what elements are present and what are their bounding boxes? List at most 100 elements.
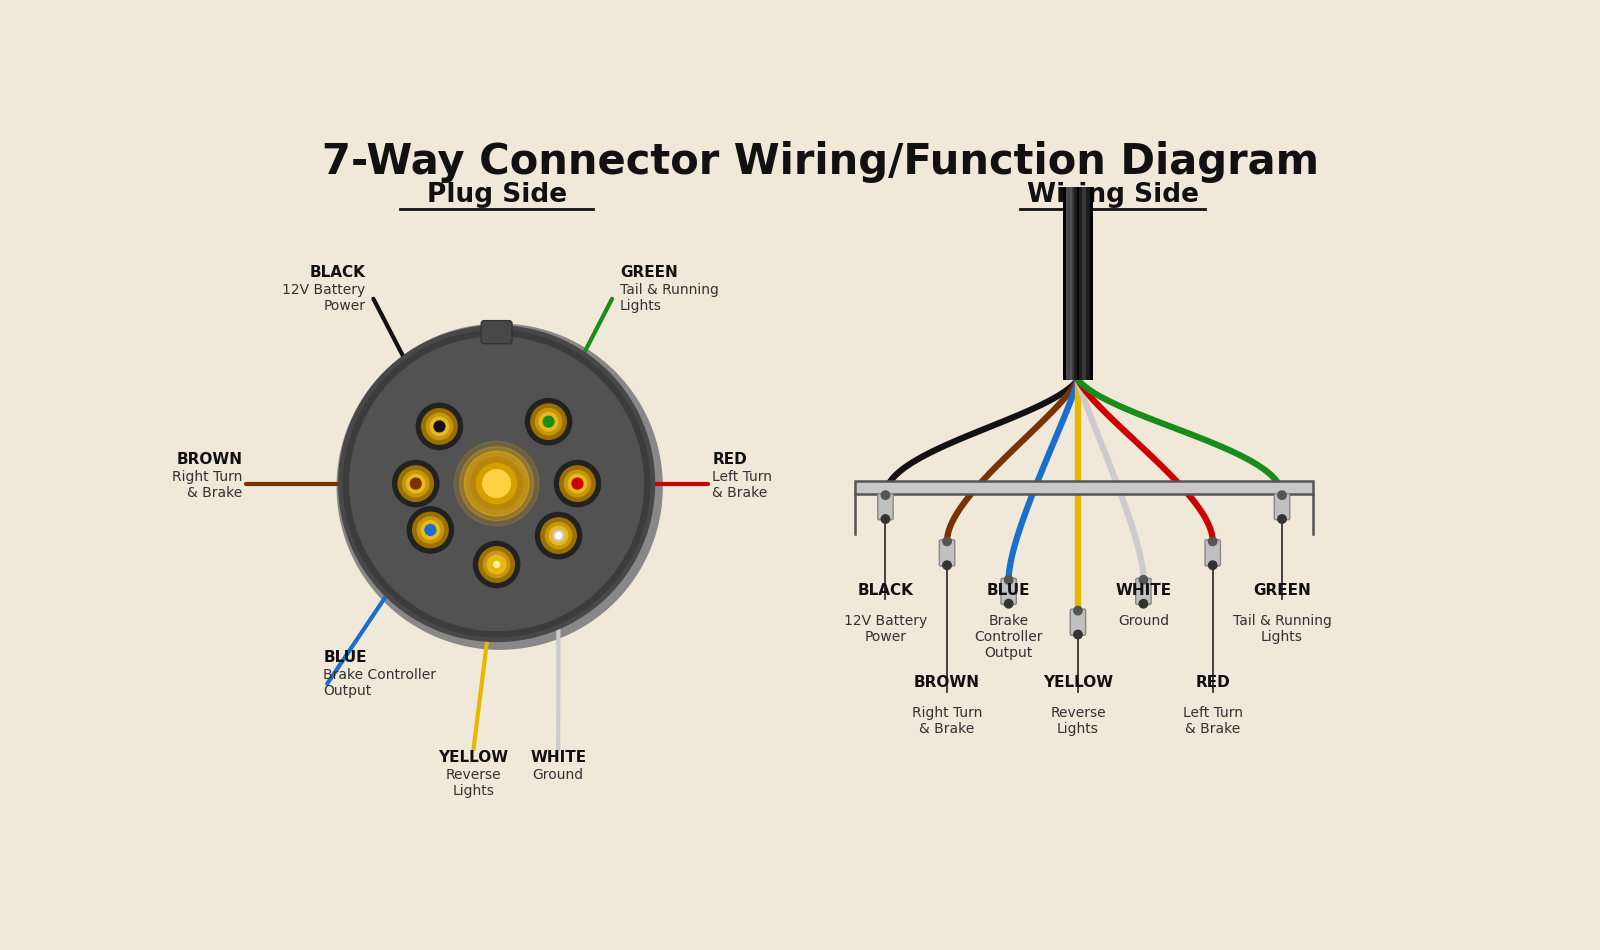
Circle shape [474, 542, 520, 587]
Bar [854, 481, 1314, 494]
Circle shape [554, 530, 563, 541]
Text: GREEN: GREEN [619, 264, 677, 279]
Circle shape [942, 561, 952, 569]
FancyBboxPatch shape [878, 494, 893, 520]
Circle shape [1074, 630, 1082, 638]
Circle shape [454, 441, 539, 526]
Bar [1066, 187, 1090, 380]
Text: WHITE: WHITE [1115, 582, 1171, 598]
Circle shape [536, 408, 562, 435]
Circle shape [1278, 515, 1286, 523]
Circle shape [464, 451, 530, 516]
Text: Brake
Controller
Output: Brake Controller Output [974, 598, 1043, 660]
Circle shape [426, 413, 453, 440]
Text: Left Turn
& Brake: Left Turn & Brake [1182, 690, 1243, 736]
Circle shape [539, 412, 558, 431]
Circle shape [344, 331, 650, 636]
Circle shape [406, 474, 426, 493]
Circle shape [338, 324, 662, 649]
FancyBboxPatch shape [1070, 609, 1086, 636]
Circle shape [339, 326, 654, 641]
Bar [1070, 187, 1086, 380]
Text: YELLOW: YELLOW [438, 750, 509, 765]
Circle shape [491, 559, 502, 570]
Circle shape [416, 404, 462, 449]
FancyBboxPatch shape [939, 540, 955, 566]
Circle shape [525, 399, 571, 445]
Text: Reverse
Lights: Reverse Lights [446, 768, 501, 798]
FancyBboxPatch shape [1136, 579, 1150, 604]
Circle shape [418, 517, 443, 543]
Circle shape [554, 461, 600, 506]
Circle shape [1278, 491, 1286, 500]
Circle shape [942, 537, 952, 545]
FancyBboxPatch shape [1274, 494, 1290, 520]
Text: 12V Battery
Power: 12V Battery Power [843, 598, 926, 644]
Circle shape [426, 524, 435, 536]
Circle shape [422, 408, 458, 445]
Circle shape [421, 521, 440, 540]
FancyBboxPatch shape [482, 321, 512, 344]
Circle shape [430, 417, 448, 436]
Circle shape [483, 551, 510, 578]
Text: 12V Battery
Power: 12V Battery Power [283, 283, 366, 313]
Circle shape [478, 547, 514, 582]
Text: Reverse
Lights: Reverse Lights [1050, 690, 1106, 736]
Text: GREEN: GREEN [1253, 582, 1310, 598]
Bar [1077, 187, 1078, 380]
Circle shape [434, 421, 445, 432]
Text: Ground: Ground [1118, 598, 1170, 628]
Text: BLUE: BLUE [987, 582, 1030, 598]
Circle shape [531, 404, 566, 440]
Circle shape [392, 461, 438, 506]
Text: BROWN: BROWN [914, 674, 981, 690]
Text: Right Turn
& Brake: Right Turn & Brake [912, 690, 982, 736]
Circle shape [493, 561, 499, 567]
Circle shape [1208, 561, 1218, 569]
Text: Right Turn
& Brake: Right Turn & Brake [173, 469, 243, 500]
Circle shape [1005, 576, 1013, 584]
Text: Tail & Running
Lights: Tail & Running Lights [619, 283, 718, 313]
Text: BLUE: BLUE [323, 650, 366, 665]
FancyBboxPatch shape [1002, 579, 1016, 604]
Text: BROWN: BROWN [176, 451, 243, 466]
Circle shape [1139, 576, 1147, 584]
Bar [1064, 187, 1093, 380]
Circle shape [408, 507, 453, 553]
Circle shape [488, 555, 506, 574]
Circle shape [1005, 599, 1013, 608]
Circle shape [350, 337, 643, 631]
Circle shape [1208, 537, 1218, 545]
Circle shape [536, 512, 582, 559]
FancyBboxPatch shape [1205, 540, 1221, 566]
Text: YELLOW: YELLOW [1043, 674, 1114, 690]
Circle shape [555, 533, 562, 539]
Text: 7-Way Connector Wiring/Function Diagram: 7-Way Connector Wiring/Function Diagram [322, 141, 1318, 183]
Text: BLACK: BLACK [310, 264, 366, 279]
Text: Tail & Running
Lights: Tail & Running Lights [1232, 598, 1331, 644]
Circle shape [477, 464, 517, 504]
Circle shape [459, 446, 533, 521]
Circle shape [573, 478, 582, 489]
Circle shape [568, 474, 587, 493]
Text: Ground: Ground [533, 768, 584, 782]
Circle shape [470, 457, 523, 510]
Text: Brake Controller
Output: Brake Controller Output [323, 668, 437, 698]
Text: Wiring Side: Wiring Side [1027, 181, 1198, 208]
Circle shape [549, 526, 568, 544]
Circle shape [546, 522, 571, 549]
Circle shape [483, 469, 510, 498]
Circle shape [882, 491, 890, 500]
Circle shape [565, 470, 590, 497]
Circle shape [541, 518, 576, 553]
Text: Plug Side: Plug Side [427, 181, 566, 208]
Bar [1074, 187, 1082, 380]
Circle shape [542, 416, 554, 428]
Circle shape [403, 470, 429, 497]
Text: RED: RED [1195, 674, 1230, 690]
Circle shape [1139, 599, 1147, 608]
Circle shape [882, 515, 890, 523]
Bar [1067, 187, 1072, 380]
Circle shape [410, 478, 421, 489]
Text: RED: RED [712, 451, 747, 466]
